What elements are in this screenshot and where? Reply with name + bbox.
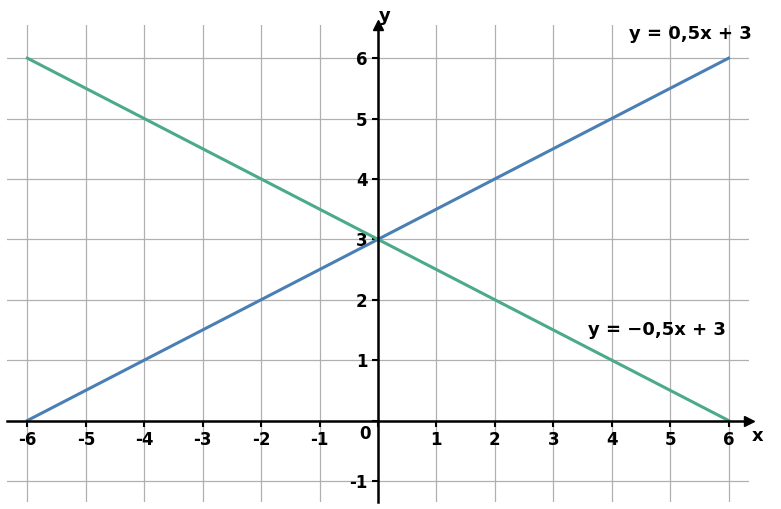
Text: y = 0,5x + 3: y = 0,5x + 3 xyxy=(629,25,752,43)
Text: x: x xyxy=(752,427,764,445)
Text: y: y xyxy=(379,7,390,25)
Text: y = −0,5x + 3: y = −0,5x + 3 xyxy=(588,321,726,339)
Text: 0: 0 xyxy=(359,426,371,443)
